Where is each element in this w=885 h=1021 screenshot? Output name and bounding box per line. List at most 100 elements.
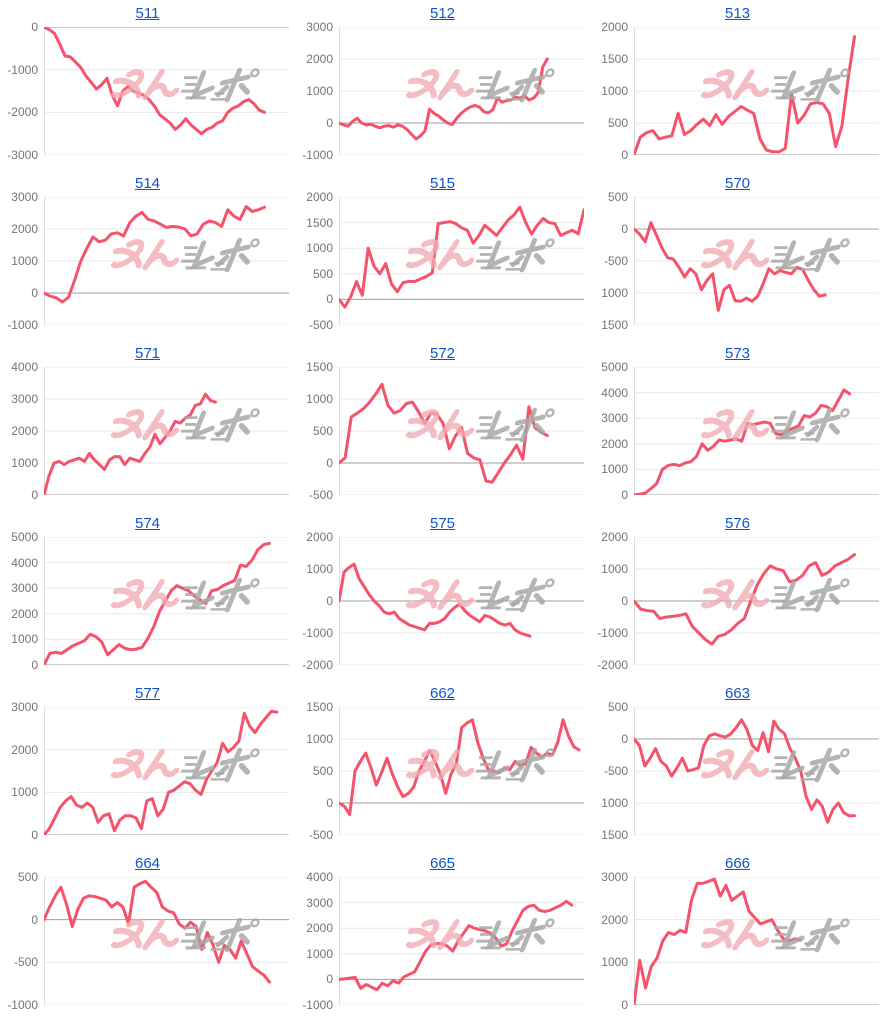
y-tick-label: 1500 (306, 360, 333, 374)
y-tick-label: 3000 (11, 190, 38, 204)
trend-line (634, 718, 856, 824)
machine-number-link[interactable]: 666 (724, 855, 751, 872)
machine-number-link[interactable]: 573 (724, 345, 751, 362)
chart-panel: 573 5000 4000 3000 2000 1000 0 (590, 340, 885, 510)
chart-body: 1500 1000 500 0 -500 (295, 360, 590, 502)
y-tick-label: 5000 (11, 530, 38, 544)
machine-number-link[interactable]: 514 (134, 175, 161, 192)
y-tick-label: 0 (326, 456, 333, 470)
y-tick-label: 3000 (306, 20, 333, 34)
machine-number-link[interactable]: 574 (134, 515, 161, 532)
chart-panel: 570 500 0 -500 1000 1500 (590, 170, 885, 340)
plot-area (44, 877, 289, 1005)
chart-panel: 515 2000 1500 1000 500 0 -500 (295, 170, 590, 340)
y-tick-label: 1000 (306, 241, 333, 256)
chart-body: 2000 1500 1000 500 0 -500 (295, 190, 590, 332)
chart-panel: 513 2000 1500 1000 500 0 (590, 0, 885, 170)
line-chart (44, 707, 289, 835)
y-tick-label: 1000 (306, 946, 333, 961)
plot-area (44, 197, 289, 325)
chart-body: 4000 3000 2000 1000 0 -1000 (295, 870, 590, 1012)
chart-panel: 666 3000 2000 1000 0 (590, 850, 885, 1020)
chart-panel: 512 3000 2000 1000 0 -1000 (295, 0, 590, 170)
y-axis-labels: 500 0 -500 1000 1500 (590, 700, 634, 842)
y-tick-label: -2000 (7, 105, 38, 120)
line-chart (634, 367, 879, 495)
y-tick-label: 1500 (601, 52, 628, 66)
y-tick-label: 0 (326, 292, 333, 307)
plot-area (339, 367, 584, 495)
y-axis-labels: 0 -1000 -2000 -3000 (0, 20, 44, 162)
machine-number-link[interactable]: 511 (135, 5, 160, 22)
y-tick-label: 2000 (11, 222, 38, 236)
y-axis-labels: 5000 4000 3000 2000 1000 0 (590, 360, 634, 502)
machine-number-link[interactable]: 570 (724, 175, 751, 192)
trend-line (44, 879, 271, 984)
machine-number-link[interactable]: 576 (724, 515, 751, 532)
machine-number-link[interactable]: 513 (724, 5, 751, 22)
line-chart (44, 197, 289, 325)
y-tick-label: 1500 (306, 700, 333, 714)
y-tick-label: 1000 (601, 955, 628, 970)
y-axis-labels: 1500 1000 500 0 -500 (295, 700, 339, 842)
chart-panel: 665 4000 3000 2000 1000 0 -1000 (295, 850, 590, 1020)
y-tick-label: -1000 (7, 62, 38, 77)
trend-line (44, 27, 266, 136)
y-tick-label: 1000 (11, 785, 38, 800)
machine-number-link[interactable]: 663 (724, 685, 751, 702)
y-tick-label: -2000 (302, 658, 333, 672)
y-tick-label: 1000 (11, 456, 38, 470)
machine-number-link[interactable]: 512 (429, 5, 456, 22)
trend-line (339, 562, 532, 638)
machine-number-link[interactable]: 515 (429, 175, 456, 192)
chart-panel: 577 3000 2000 1000 0 (0, 680, 295, 850)
y-tick-label: 2000 (11, 606, 38, 621)
machine-number-link[interactable]: 571 (134, 345, 161, 362)
chart-body: 500 0 -500 -1000 (0, 870, 295, 1012)
y-tick-label: 1500 (306, 215, 333, 230)
y-tick-label: 1000 (11, 254, 38, 268)
trend-line (339, 899, 574, 992)
y-tick-label: 3000 (11, 392, 38, 406)
chart-panel: 576 2000 1000 0 -1000 -2000 (590, 510, 885, 680)
y-tick-label: 1000 (306, 562, 333, 576)
y-tick-label: 0 (621, 222, 628, 236)
y-tick-label: 2000 (306, 921, 333, 936)
trend-line (634, 877, 803, 1005)
y-tick-label: 1000 (601, 286, 628, 300)
y-tick-label: 1000 (601, 462, 628, 477)
y-tick-label: 0 (31, 828, 38, 842)
y-tick-label: 2000 (306, 190, 333, 204)
y-axis-labels: 3000 2000 1000 0 (590, 870, 634, 1012)
y-tick-label: 3000 (601, 870, 628, 884)
y-tick-label: 0 (31, 20, 38, 34)
chart-panel: 571 4000 3000 2000 1000 0 (0, 340, 295, 510)
chart-body: 3000 2000 1000 0 -1000 (295, 20, 590, 162)
trend-line (634, 388, 852, 495)
chart-body: 2000 1000 0 -1000 -2000 (590, 530, 885, 672)
machine-number-link[interactable]: 572 (429, 345, 456, 362)
y-tick-label: 1000 (306, 84, 333, 98)
trend-line (339, 205, 584, 309)
y-tick-label: 500 (312, 424, 333, 438)
y-tick-label: 1000 (11, 632, 38, 647)
plot-area (44, 367, 289, 495)
machine-number-link[interactable]: 665 (429, 855, 456, 872)
line-chart (339, 197, 584, 325)
chart-panel: 511 0 -1000 -2000 -3000 (0, 0, 295, 170)
plot-area (339, 27, 584, 155)
y-tick-label: -500 (308, 828, 333, 842)
y-tick-label: 2000 (601, 530, 628, 544)
machine-number-link[interactable]: 664 (134, 855, 161, 872)
y-axis-labels: 5000 4000 3000 2000 1000 0 (0, 530, 44, 672)
machine-number-link[interactable]: 577 (134, 685, 161, 702)
machine-number-link[interactable]: 575 (429, 515, 456, 532)
line-chart (44, 537, 289, 665)
chart-body: 3000 2000 1000 0 (0, 700, 295, 842)
plot-area (339, 707, 584, 835)
y-tick-label: 500 (607, 700, 628, 714)
y-tick-label: 1500 (601, 828, 628, 842)
plot-area (44, 537, 289, 665)
machine-number-link[interactable]: 662 (429, 685, 456, 702)
